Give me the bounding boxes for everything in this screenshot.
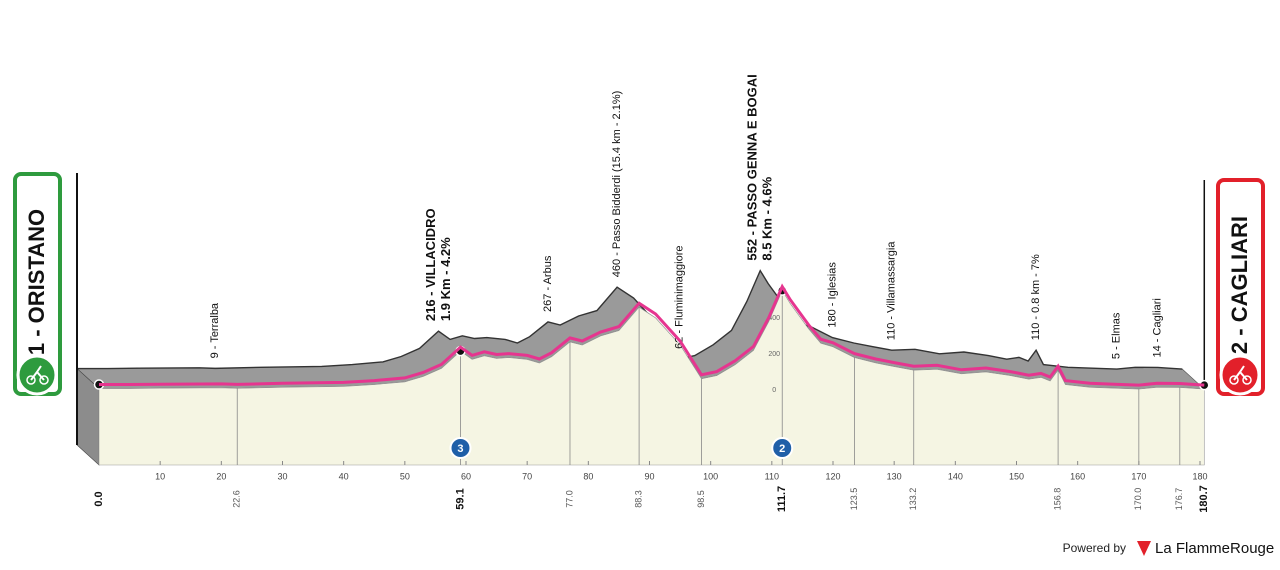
waypoint-label: 14 - Cagliari xyxy=(1152,298,1164,357)
start-km-label: 0.0 xyxy=(93,491,105,506)
brand-icon xyxy=(1137,541,1151,556)
waypoint-label: 267 - Arbus xyxy=(542,255,554,312)
x-tick-label: 150 xyxy=(1009,471,1024,481)
waypoint-label: 460 - Passo Bidderdi (15.4 km - 2.1%) xyxy=(611,91,623,277)
waypoint-label: 62 - Fluminimaggiore xyxy=(673,246,685,349)
x-tick-label: 140 xyxy=(948,471,963,481)
x-tick-label: 80 xyxy=(583,471,593,481)
x-tick-label: 20 xyxy=(216,471,226,481)
brand: La FlammeRouge xyxy=(1155,540,1274,557)
waypoint-name: 180 - Iglesias xyxy=(826,262,838,328)
km-label: 123.5 xyxy=(849,488,859,511)
waypoint-name: 460 - Passo Bidderdi (15.4 km - 2.1%) xyxy=(611,91,623,277)
waypoint-name: 5 - Elmas xyxy=(1111,312,1123,359)
x-tick-label: 40 xyxy=(339,471,349,481)
waypoint-name: 62 - Fluminimaggiore xyxy=(673,246,685,349)
km-label: 59.1 xyxy=(454,488,466,509)
x-tick-label: 120 xyxy=(825,471,840,481)
profile-back-line xyxy=(77,269,1183,370)
x-tick-label: 60 xyxy=(461,471,471,481)
waypoint-name: 14 - Cagliari xyxy=(1152,298,1164,357)
waypoint-detail: 8.5 Km - 4.6% xyxy=(760,176,775,260)
waypoint-label: 9 - Terralba xyxy=(209,302,221,358)
km-label: 98.5 xyxy=(696,490,706,508)
powered-by: Powered by xyxy=(1063,541,1126,555)
finish-icon xyxy=(1219,354,1261,396)
waypoint-detail: 1.9 Km - 4.2% xyxy=(438,237,453,321)
km-label: 170.0 xyxy=(1133,488,1143,511)
waypoint-label: 110 - 0.8 km - 7% xyxy=(1030,254,1042,340)
y-tick-label: 400 xyxy=(768,315,780,322)
y-tick-label: 0 xyxy=(772,387,776,394)
start-icon-wheel xyxy=(26,375,36,385)
waypoint-label: 110 - Villamassargia xyxy=(886,241,898,341)
finish-label: 2 - CAGLIARI xyxy=(1227,216,1252,354)
waypoint-label: 216 - VILLACIDRO 1.9 Km - 4.2% xyxy=(423,208,453,321)
x-tick-label: 50 xyxy=(400,471,410,481)
km-label: 156.8 xyxy=(1052,488,1062,511)
waypoint-name: 110 - 0.8 km - 7% xyxy=(1030,254,1042,340)
finish-km-label: 180.7 xyxy=(1198,485,1210,513)
finish-icon-wheel xyxy=(1242,375,1252,385)
km-label: 88.3 xyxy=(633,490,643,508)
finish-icon-rider xyxy=(1233,365,1248,381)
waypoint-name: 216 - VILLACIDRO xyxy=(423,208,438,321)
climb-badge xyxy=(449,437,472,459)
km-label: 111.7 xyxy=(776,486,788,512)
x-tick-label: 170 xyxy=(1131,471,1146,481)
waypoint-label: 180 - Iglesias xyxy=(826,262,838,328)
start-icon-wheel xyxy=(39,375,49,385)
x-tick-label: 110 xyxy=(765,471,779,481)
x-tick-label: 10 xyxy=(155,471,165,481)
profile-line xyxy=(99,283,1205,387)
x-tick-label: 30 xyxy=(277,471,287,481)
profile-face xyxy=(98,289,1205,466)
waypoint-label: 552 - PASSO GENNA E BOGAI 8.5 Km - 4.6% xyxy=(745,74,775,260)
finish-icon-wheel xyxy=(1229,375,1239,385)
waypoint-label: 5 - Elmas xyxy=(1111,312,1123,359)
x-tick-label: 180 xyxy=(1192,471,1207,481)
km-label: 77.0 xyxy=(564,490,574,508)
start-icon xyxy=(16,354,58,396)
waypoint-name: 267 - Arbus xyxy=(542,255,554,312)
x-tick-label: 70 xyxy=(522,471,532,481)
km-label: 176.7 xyxy=(1174,488,1184,511)
x-tick-label: 90 xyxy=(644,471,654,481)
start-label: 1 - ORISTANO xyxy=(24,209,49,355)
climb-badge xyxy=(771,437,794,459)
x-tick-label: 160 xyxy=(1070,471,1085,481)
y-tick-label: 200 xyxy=(768,351,780,358)
climb-category: 3 xyxy=(457,443,463,455)
km-label: 133.2 xyxy=(908,488,918,511)
waypoint-name: 552 - PASSO GENNA E BOGAI xyxy=(745,74,760,260)
km-label: 22.6 xyxy=(232,490,242,508)
x-tick-label: 130 xyxy=(887,471,902,481)
x-tick-label: 100 xyxy=(703,471,718,481)
start-icon-rider xyxy=(30,365,45,381)
climb-category: 2 xyxy=(779,443,785,455)
waypoint-name: 9 - Terralba xyxy=(209,302,221,358)
waypoint-name: 110 - Villamassargia xyxy=(886,241,898,341)
